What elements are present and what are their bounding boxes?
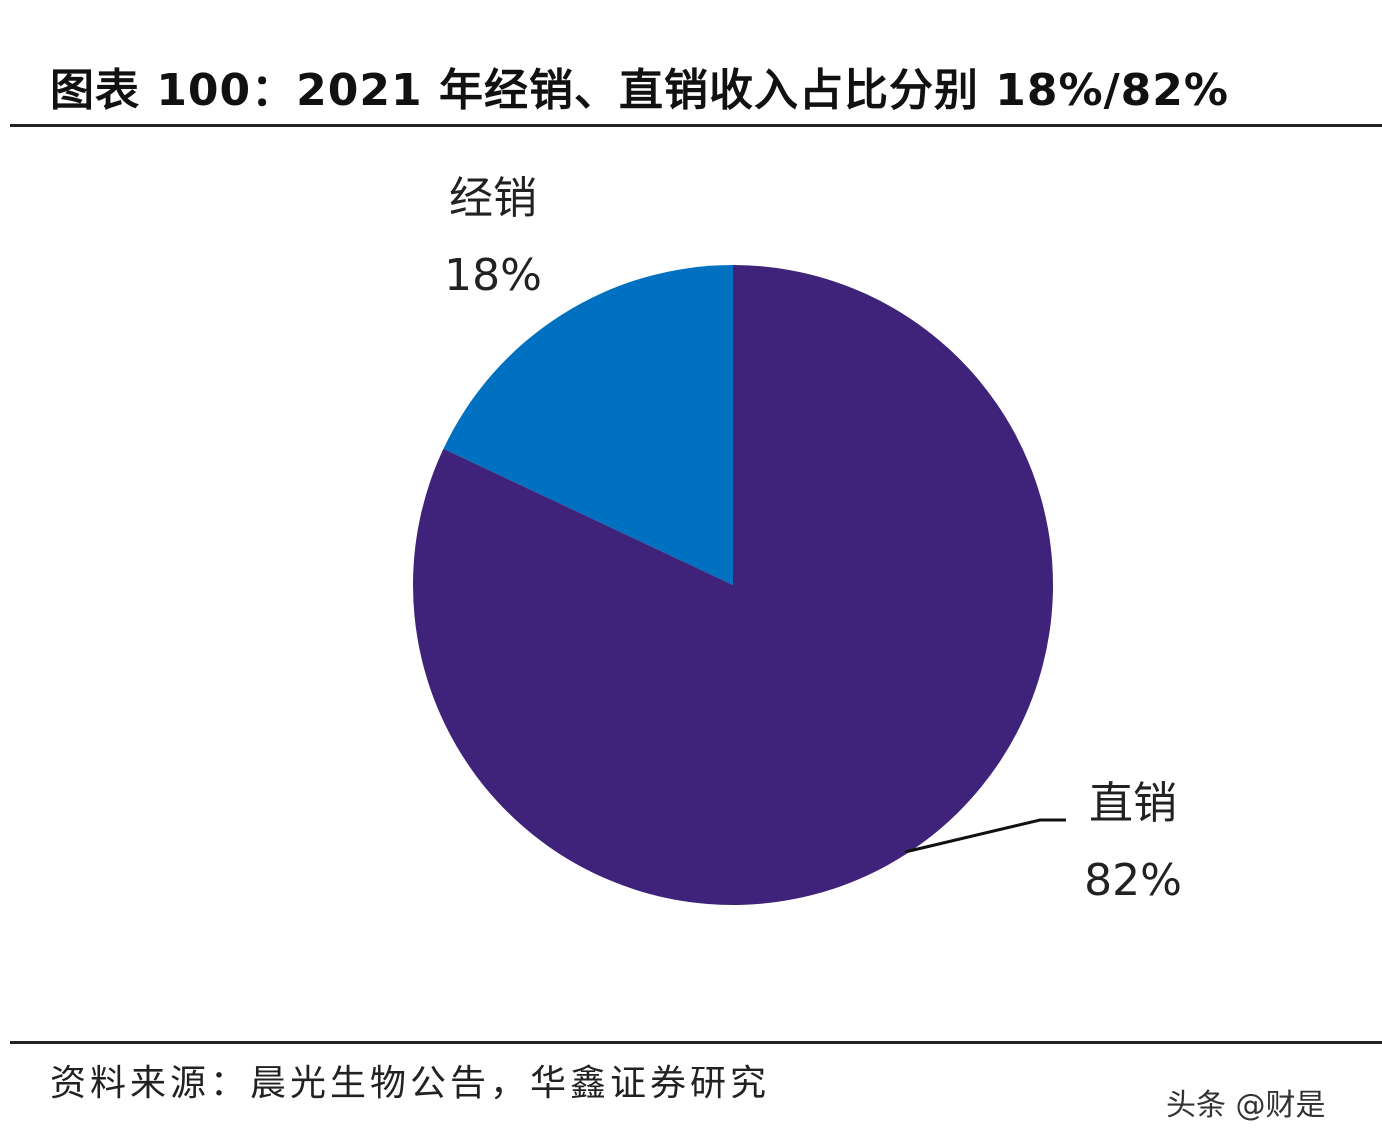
title-divider [10,124,1382,127]
label-category-distribution: 经销 [449,173,537,224]
pie-slice-distribution [443,265,733,585]
label-value-distribution: 18% [444,250,542,301]
source-divider [10,1041,1382,1044]
label-category-direct: 直销 [1089,778,1177,829]
pie-slice-direct [413,265,1053,905]
watermark: 头条 @财是 [1166,1088,1326,1123]
label-value-direct: 82% [1084,855,1182,906]
leader-line-direct [904,818,1066,854]
source-note: 资料来源：晨光生物公告，华鑫证券研究 [50,1063,771,1104]
chart-title: 图表 100：2021 年经销、直销收入占比分别 18%/82% [50,65,1229,116]
